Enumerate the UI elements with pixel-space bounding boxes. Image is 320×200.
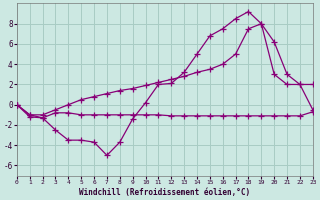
X-axis label: Windchill (Refroidissement éolien,°C): Windchill (Refroidissement éolien,°C) <box>79 188 250 197</box>
